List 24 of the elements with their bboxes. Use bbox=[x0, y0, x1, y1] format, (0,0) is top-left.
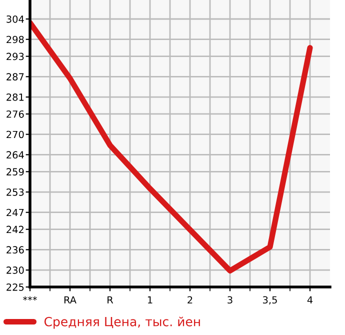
y-tick-label: 242 bbox=[6, 226, 24, 234]
x-tick-label: R bbox=[108, 296, 114, 304]
y-tick-label: 253 bbox=[6, 188, 24, 196]
legend-label: Средняя Цена, тыс. йен bbox=[44, 316, 200, 329]
y-tick-label: 225 bbox=[6, 283, 24, 291]
x-tick-label: 3,5 bbox=[263, 296, 277, 305]
y-tick-label: 287 bbox=[6, 73, 24, 80]
x-tick-label: 1 bbox=[148, 296, 152, 304]
x-tick-label: 2 bbox=[188, 296, 192, 304]
y-tick-label: 247 bbox=[6, 208, 24, 216]
y-tick-label: 259 bbox=[6, 168, 24, 176]
y-tick-label: 293 bbox=[6, 52, 24, 60]
y-tick-label: 230 bbox=[6, 266, 24, 274]
x-tick-label: *** bbox=[23, 296, 37, 301]
x-tick-label: 3 bbox=[228, 296, 232, 304]
y-tick-label: 276 bbox=[6, 110, 24, 118]
y-tick-label: 270 bbox=[6, 130, 24, 138]
y-tick-label: 298 bbox=[6, 36, 24, 44]
x-tick-label: 4 bbox=[307, 296, 313, 304]
y-tick-label: 264 bbox=[6, 151, 24, 159]
y-tick-label: 281 bbox=[6, 94, 24, 101]
y-tick-label: 304 bbox=[6, 15, 24, 23]
x-tick-label: RA bbox=[64, 296, 76, 304]
y-tick-label: 236 bbox=[6, 246, 24, 254]
